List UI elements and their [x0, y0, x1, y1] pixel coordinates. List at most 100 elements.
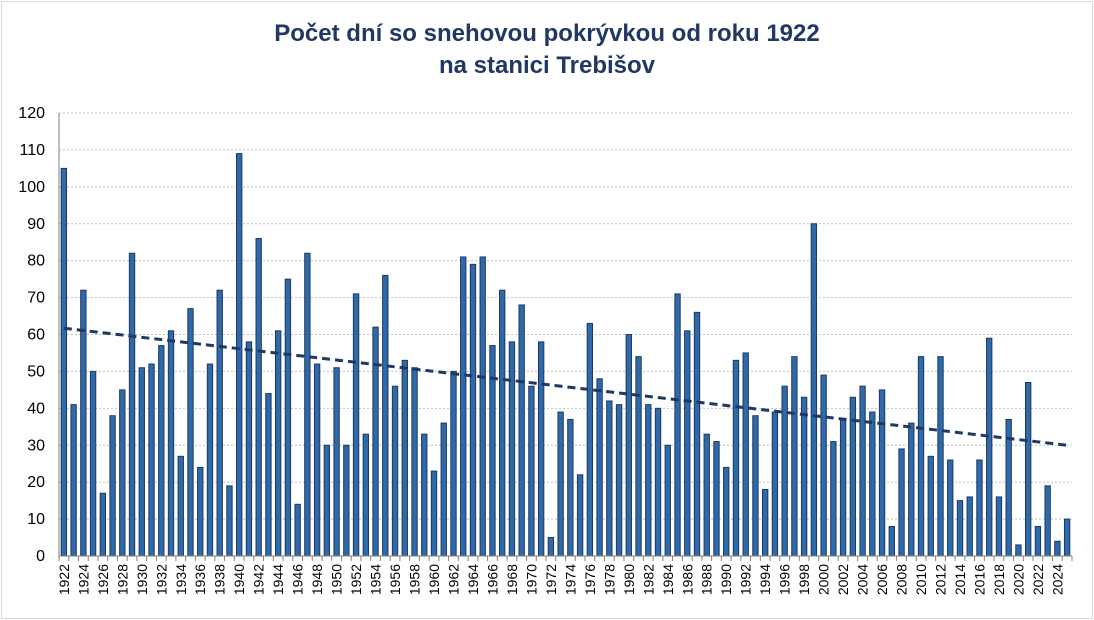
x-tick-label: 1958 — [407, 564, 423, 595]
x-tick-labels: 1922 1924 1926 1928 1930 1932 1934 1936 1938 1940… — [56, 564, 1066, 595]
chart-title-line-2: na stanici Trebišov — [438, 52, 656, 79]
y-tick-labels: 0 10 20 30 40 50 60 70 80 90 100 110 120 — [18, 105, 45, 565]
bar-1985 — [674, 293, 681, 557]
x-tick-label: 1934 — [173, 564, 189, 595]
x-tick-label: 2020 — [1010, 564, 1026, 595]
bar-1962 — [450, 370, 457, 557]
x-tick-label: 1936 — [192, 564, 208, 595]
bar-2020 — [1015, 544, 1022, 557]
trendline-linear — [63, 326, 1068, 447]
bar-2017 — [986, 337, 993, 557]
bar-1947 — [304, 252, 311, 557]
bar-1949 — [323, 444, 331, 557]
bar-1968 — [508, 341, 516, 557]
x-tick-label: 1940 — [231, 564, 247, 595]
bar-1954 — [372, 326, 379, 557]
bar-1972 — [547, 537, 555, 557]
x-tick-label: 1928 — [114, 564, 130, 595]
bar-1987 — [693, 311, 701, 557]
bar-2006 — [878, 389, 886, 557]
bar-2002 — [839, 418, 847, 557]
y-tick-label: 20 — [27, 474, 45, 491]
bar-1927 — [109, 415, 116, 557]
bar-1933 — [167, 330, 175, 557]
trendline — [63, 326, 1068, 447]
chart-title-line-1: Počet dní so snehovou pokrývkou od roku … — [274, 20, 820, 47]
bar-1934 — [177, 455, 184, 557]
bar-1929 — [128, 252, 136, 557]
bar-1951 — [343, 444, 350, 557]
bar-1932 — [158, 345, 165, 557]
x-tick-label: 1950 — [329, 564, 345, 595]
bar-1976 — [586, 322, 594, 557]
y-tick-label: 0 — [36, 548, 45, 565]
bar-2013 — [947, 459, 954, 557]
bar-1942 — [255, 238, 262, 557]
bar-1925 — [89, 370, 97, 557]
x-tick-label: 1976 — [582, 564, 598, 595]
bar-1955 — [382, 274, 389, 557]
bar-1963 — [460, 256, 467, 557]
bar-1974 — [567, 418, 574, 557]
bar-1988 — [703, 433, 710, 557]
bar-2014 — [956, 500, 964, 557]
x-tick-label: 1968 — [504, 564, 520, 595]
bar-1950 — [333, 367, 340, 557]
bar-1948 — [313, 363, 321, 557]
x-tick-label: 2008 — [894, 564, 910, 595]
bar-1991 — [732, 359, 740, 557]
bar-1977 — [596, 378, 603, 557]
bar-1960 — [430, 470, 438, 557]
bar-1964 — [469, 263, 477, 557]
x-tick-label: 2002 — [835, 564, 851, 595]
x-tick-label: 2016 — [971, 564, 987, 595]
bar-1992 — [742, 352, 749, 557]
bar-2025 — [1063, 518, 1071, 557]
bar-1958 — [411, 367, 418, 557]
x-tick-label: 1922 — [56, 564, 72, 595]
bar-2009 — [908, 422, 915, 557]
x-tick-label: 2000 — [816, 564, 832, 595]
x-tick-label: 1978 — [601, 564, 617, 595]
x-tick-label: 2012 — [933, 564, 949, 595]
bar-1931 — [148, 363, 155, 557]
x-tick-label: 1988 — [699, 564, 715, 595]
bar-2015 — [966, 496, 973, 557]
bar-1940 — [236, 153, 243, 557]
axes — [58, 113, 1073, 561]
x-tick-label: 1956 — [387, 564, 403, 595]
y-tick-label: 60 — [27, 327, 45, 344]
bar-1939 — [226, 485, 233, 557]
bar-2021 — [1024, 381, 1032, 557]
bar-1984 — [664, 444, 671, 557]
x-tick-label: 1942 — [251, 564, 267, 595]
bar-1926 — [99, 492, 107, 557]
bar-1993 — [752, 415, 759, 557]
x-tick-label: 1998 — [796, 564, 812, 595]
y-tick-label: 40 — [27, 400, 45, 417]
bar-1935 — [187, 308, 194, 557]
bar-1997 — [791, 356, 798, 557]
x-tick-label: 1994 — [757, 564, 773, 595]
bar-2011 — [927, 455, 934, 557]
bar-2012 — [937, 356, 944, 557]
bar-1952 — [352, 293, 360, 557]
x-tick-label: 1990 — [718, 564, 734, 595]
x-tick-label: 1980 — [621, 564, 637, 595]
x-tick-label: 1948 — [309, 564, 325, 595]
x-tick-label: 1938 — [212, 564, 228, 595]
x-tick-label: 1926 — [95, 564, 111, 595]
bar-2004 — [859, 385, 866, 557]
bar-1970 — [528, 385, 535, 557]
gridlines — [59, 112, 1072, 520]
bar-1980 — [625, 334, 632, 557]
x-tick-label: 1982 — [640, 564, 656, 595]
bar-1999 — [810, 223, 818, 557]
bar-1922 — [60, 167, 68, 557]
bar-1978 — [606, 400, 613, 557]
bar-1956 — [391, 385, 399, 557]
x-tick-label: 1924 — [75, 564, 91, 595]
x-tick-label: 1944 — [270, 564, 286, 595]
bar-1998 — [800, 396, 808, 557]
